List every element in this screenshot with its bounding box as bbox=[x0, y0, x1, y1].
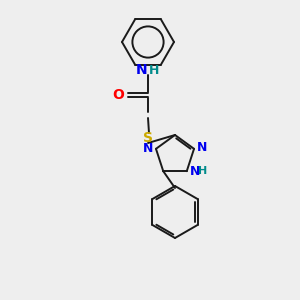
Text: N: N bbox=[135, 63, 147, 77]
Text: N: N bbox=[190, 165, 200, 178]
Text: H: H bbox=[149, 64, 159, 76]
Text: N: N bbox=[142, 142, 153, 155]
Text: H: H bbox=[198, 166, 207, 176]
Text: O: O bbox=[112, 88, 124, 102]
Text: S: S bbox=[143, 131, 153, 145]
Text: N: N bbox=[197, 141, 207, 154]
